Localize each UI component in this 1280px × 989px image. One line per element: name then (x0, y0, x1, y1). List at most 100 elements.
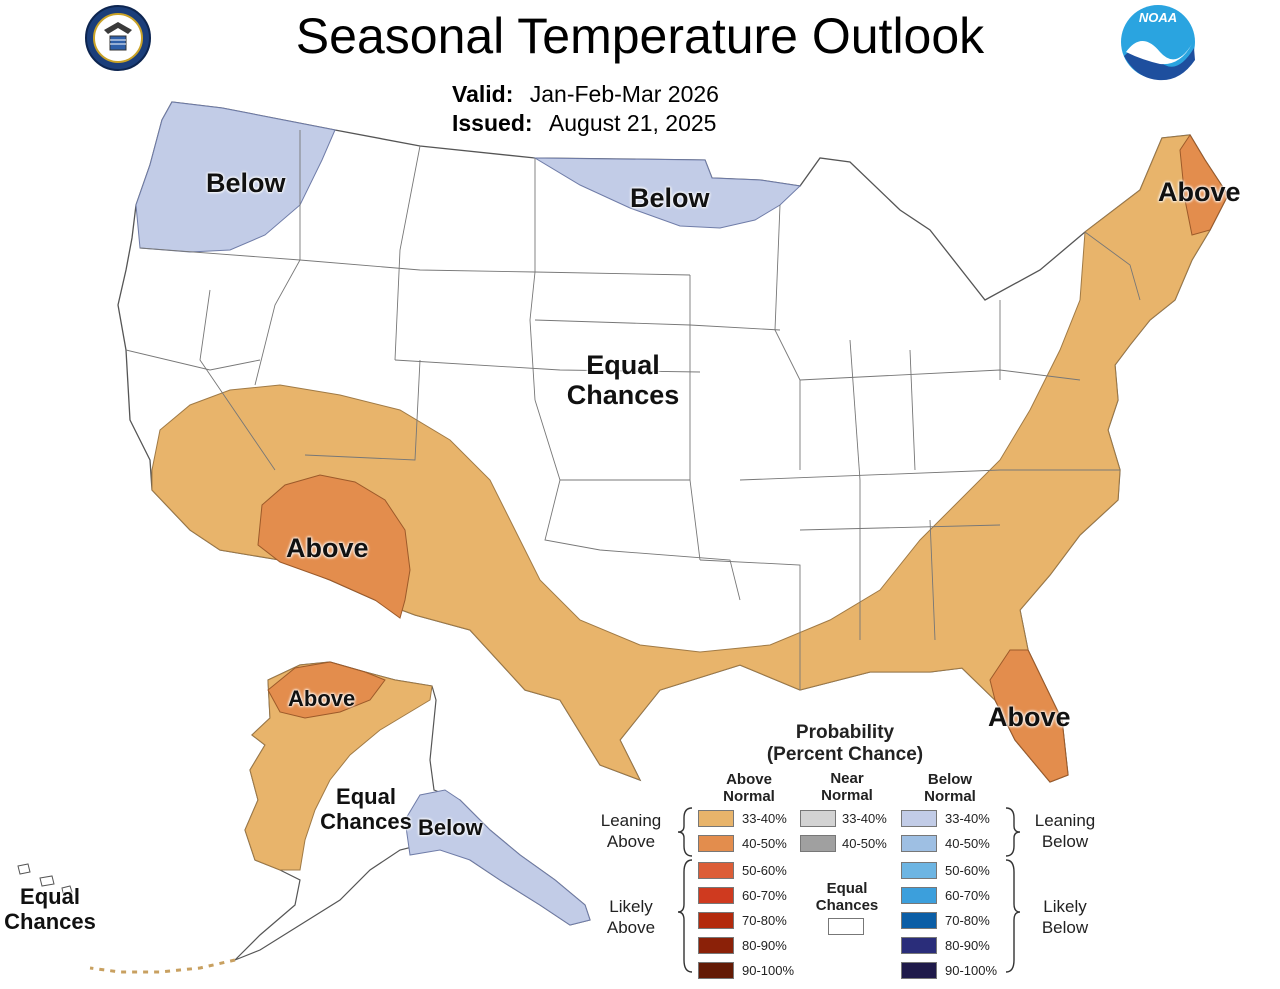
legend-likely-below: Likely Below (1026, 896, 1104, 938)
legend-above-swatch-4 (698, 887, 734, 904)
legend-leaning-below-line1: Leaning (1034, 811, 1096, 830)
legend-leaning-above-line1: Leaning (600, 811, 662, 830)
legend-above-range-6: 80-90% (742, 938, 787, 953)
alaska-above-40-50 (267, 661, 386, 719)
legend-title-line2: (Percent Chance) (766, 744, 924, 765)
legend-near-range-1: 33-40% (842, 811, 887, 826)
below-33-40-pnw (135, 101, 336, 253)
label-alaska-se: Below (418, 815, 483, 840)
legend-below-range-1: 33-40% (945, 811, 990, 826)
valid-value: Jan-Feb-Mar 2026 (529, 81, 719, 107)
legend-col-above-line1: Above (726, 771, 772, 788)
label-alaska-center-line1: Equal (336, 784, 396, 809)
label-alaska-north: Above (288, 686, 356, 711)
brace-leaning-above (677, 807, 693, 857)
legend-col-near-line1: Near (830, 770, 864, 787)
valid-row: Valid: Jan-Feb-Mar 2026 (452, 80, 719, 108)
label-pnw: Below (206, 168, 286, 198)
legend-above-swatch-1 (698, 810, 734, 827)
legend-col-near: Near Normal (806, 770, 888, 804)
legend-above-swatch-6 (698, 937, 734, 954)
legend-below-swatch-1 (901, 810, 937, 827)
label-hawaii-line1: Equal (20, 884, 80, 909)
page-title: Seasonal Temperature Outlook (295, 8, 985, 64)
legend-above-range-1: 33-40% (742, 811, 787, 826)
legend-leaning-below-line2: Below (1041, 832, 1089, 851)
issued-label: Issued: (452, 110, 533, 136)
legend-below-swatch-6 (901, 937, 937, 954)
legend-likely-above-line2: Above (606, 918, 656, 937)
label-florida: Above (988, 702, 1071, 732)
hawaii-islands (17, 863, 73, 894)
above-40-50-florida (989, 649, 1069, 783)
legend-below-range-3: 50-60% (945, 863, 990, 878)
legend-likely-above-line1: Likely (609, 897, 653, 916)
alaska-aleutians (89, 958, 236, 974)
legend-col-below-line2: Normal (924, 788, 976, 805)
legend-equal: Equal Chances (806, 880, 888, 914)
legend-below-swatch-4 (901, 887, 937, 904)
label-north-plains: Below (630, 183, 710, 213)
legend-below-range-4: 60-70% (945, 888, 990, 903)
label-new-england: Above (1158, 177, 1241, 207)
above-33-40-south (151, 134, 1229, 783)
above-40-50-southwest (257, 474, 411, 619)
legend-col-near-line2: Normal (821, 787, 873, 804)
noaa-logo-text: NOAA (1138, 10, 1178, 25)
below-33-40-north-plains (533, 157, 802, 229)
legend-equal-swatch (828, 918, 864, 935)
legend-likely-above: Likely Above (592, 896, 670, 938)
legend-near-swatch-1 (800, 810, 836, 827)
legend-below-range-7: 90-100% (945, 963, 998, 978)
legend-above-range-3: 50-60% (742, 863, 787, 878)
noaa-logo-icon (1121, 5, 1195, 81)
label-alaska-center: Equal Chances (316, 784, 416, 834)
label-southwest: Above (286, 533, 369, 563)
legend-equal-line1: Equal (826, 880, 868, 897)
legend-below-swatch-2 (901, 835, 937, 852)
brace-likely-below (1005, 859, 1021, 973)
issued-row: Issued: August 21, 2025 (452, 109, 716, 137)
legend-equal-line2: Chances (815, 897, 879, 914)
legend-col-below-line1: Below (927, 771, 973, 788)
legend-above-range-5: 70-80% (742, 913, 787, 928)
legend-below-swatch-5 (901, 912, 937, 929)
state-borders (125, 130, 1141, 690)
legend-col-below: Below Normal (909, 771, 991, 805)
legend-leaning-above: Leaning Above (592, 810, 670, 852)
legend-above-range-2: 40-50% (742, 836, 787, 851)
legend-below-range-6: 80-90% (945, 938, 990, 953)
legend-near-swatch-2 (800, 835, 836, 852)
legend-near-range-2: 40-50% (842, 836, 887, 851)
brace-likely-above (677, 859, 693, 973)
label-central: Equal Chances (560, 350, 686, 410)
legend-above-swatch-5 (698, 912, 734, 929)
legend-leaning-above-line2: Above (606, 832, 656, 851)
legend-col-above: Above Normal (708, 771, 790, 805)
legend-below-swatch-3 (901, 862, 937, 879)
legend-above-swatch-2 (698, 835, 734, 852)
legend-title: Probability (Percent Chance) (740, 722, 950, 766)
legend-col-above-line2: Normal (723, 788, 775, 805)
legend-below-range-2: 40-50% (945, 836, 990, 851)
above-40-50-maine (1179, 134, 1229, 236)
label-hawaii-line2: Chances (4, 909, 96, 934)
legend-above-swatch-3 (698, 862, 734, 879)
legend-likely-below-line1: Likely (1043, 897, 1087, 916)
legend-leaning-below: Leaning Below (1026, 810, 1104, 852)
legend-below-swatch-7 (901, 962, 937, 979)
label-hawaii: Equal Chances (0, 884, 100, 934)
issued-value: August 21, 2025 (548, 110, 717, 136)
legend-likely-below-line2: Below (1041, 918, 1089, 937)
doc-seal-icon (85, 5, 151, 71)
legend-title-line1: Probability (795, 722, 895, 743)
brace-leaning-below (1005, 807, 1021, 857)
legend-below-range-5: 70-80% (945, 913, 990, 928)
valid-label: Valid: (452, 81, 514, 107)
label-alaska-center-line2: Chances (320, 809, 412, 834)
label-central-line1: Equal (586, 350, 660, 380)
label-central-line2: Chances (566, 380, 680, 410)
legend-above-swatch-7 (698, 962, 734, 979)
